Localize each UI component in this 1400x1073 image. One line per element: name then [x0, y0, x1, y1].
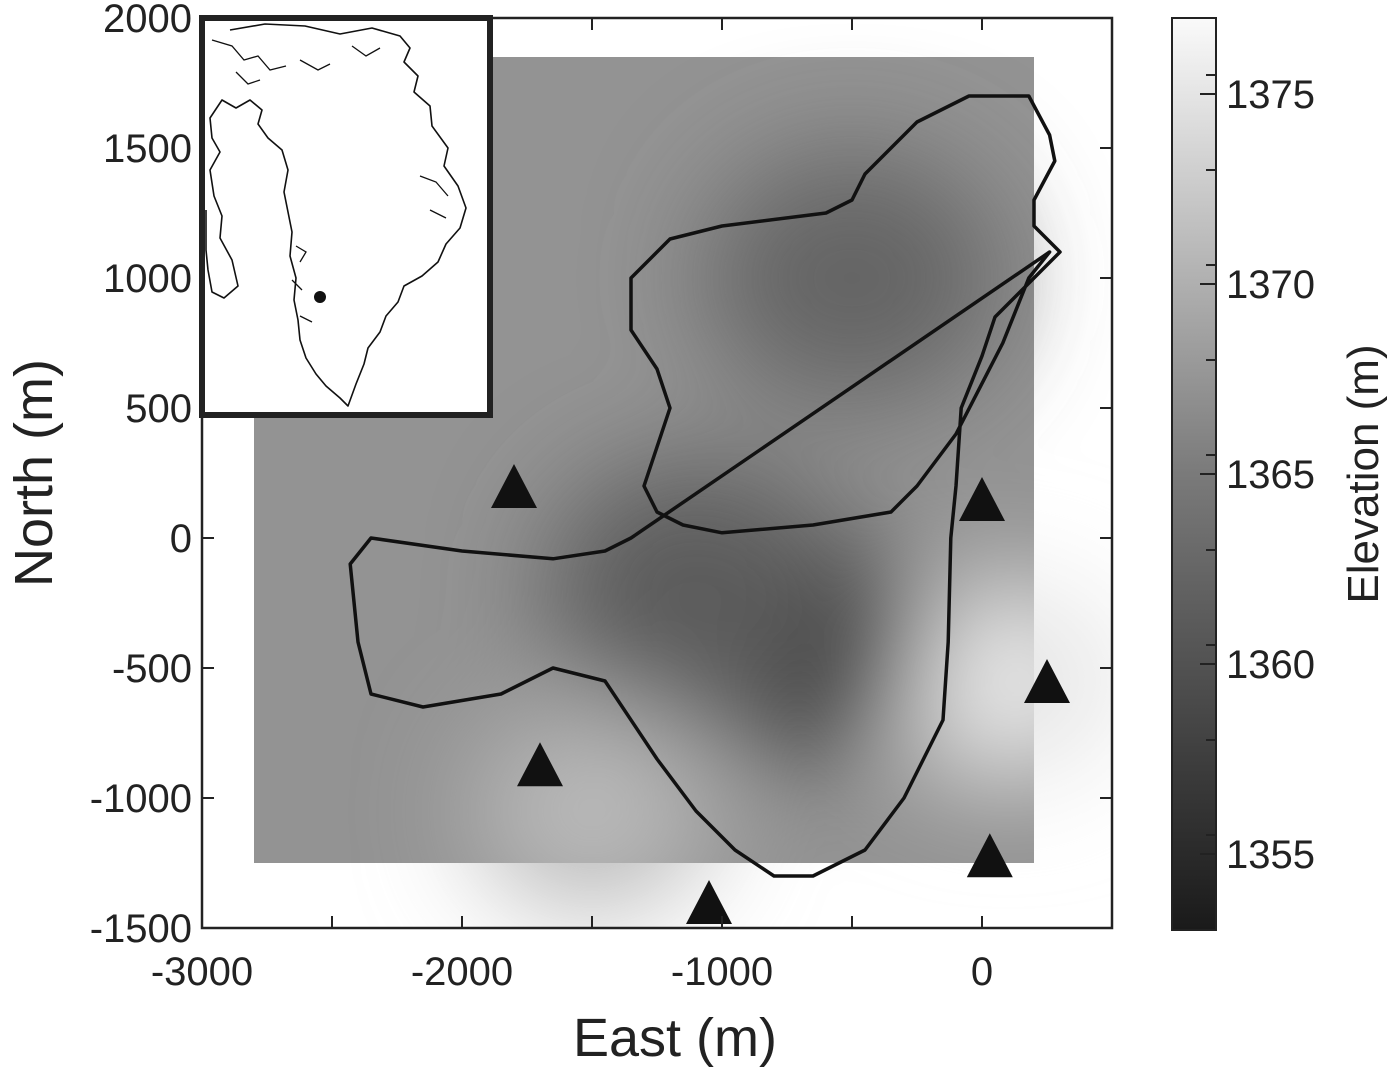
y-axis-ticks: -1500 -1000 -500 0 500 1000 1500 2000 — [90, 0, 1112, 951]
x-tick-label: -2000 — [411, 950, 513, 994]
station-triangle — [686, 880, 732, 924]
y-tick-label: -1000 — [90, 777, 192, 821]
y-axis-title: North (m) — [4, 359, 64, 587]
station-triangle — [517, 742, 563, 787]
station-markers — [491, 464, 1070, 924]
y-tick-label: 1500 — [103, 127, 192, 171]
colorbar-tick-label: 1360 — [1226, 643, 1315, 687]
elevation-high-blob — [888, 579, 1112, 783]
inset-location-dot — [314, 291, 326, 303]
station-triangle — [966, 833, 1013, 878]
elevation-low-blob — [546, 462, 846, 718]
plot-frame — [200, 16, 1114, 930]
y-tick-label: -500 — [112, 647, 192, 691]
y-tick-label: 2000 — [103, 0, 192, 41]
station-triangle — [491, 464, 537, 508]
y-tick-label: 0 — [170, 517, 192, 561]
elevation-high-blob — [472, 709, 712, 913]
colorbar-ticks: 1355 1360 1365 1370 1375 — [1200, 73, 1315, 877]
colorbar-tick-label: 1365 — [1226, 453, 1315, 497]
greenland-outline — [205, 23, 467, 407]
station-triangle — [1024, 659, 1070, 703]
colorbar-tick-label: 1355 — [1226, 833, 1315, 877]
colorbar-tick-label: 1370 — [1226, 263, 1315, 307]
y-tick-label: 500 — [125, 387, 192, 431]
x-tick-label: -3000 — [151, 950, 253, 994]
y-tick-label: 1000 — [103, 257, 192, 301]
x-tick-label: -1000 — [671, 950, 773, 994]
colorbar-tick-label: 1375 — [1226, 73, 1315, 117]
elevation-low-blob — [702, 150, 1002, 406]
inset-greenland-map — [199, 15, 493, 418]
drainage-outline — [348, 94, 1062, 878]
colorbar-title: Elevation (m) — [1339, 344, 1388, 603]
station-triangle — [959, 477, 1005, 521]
x-axis-title: East (m) — [573, 1008, 777, 1068]
y-tick-label: -1500 — [90, 907, 192, 951]
x-tick-label: 0 — [971, 950, 993, 994]
colorbar: 1355 1360 1365 1370 1375 Elevation (m) — [1171, 17, 1388, 931]
